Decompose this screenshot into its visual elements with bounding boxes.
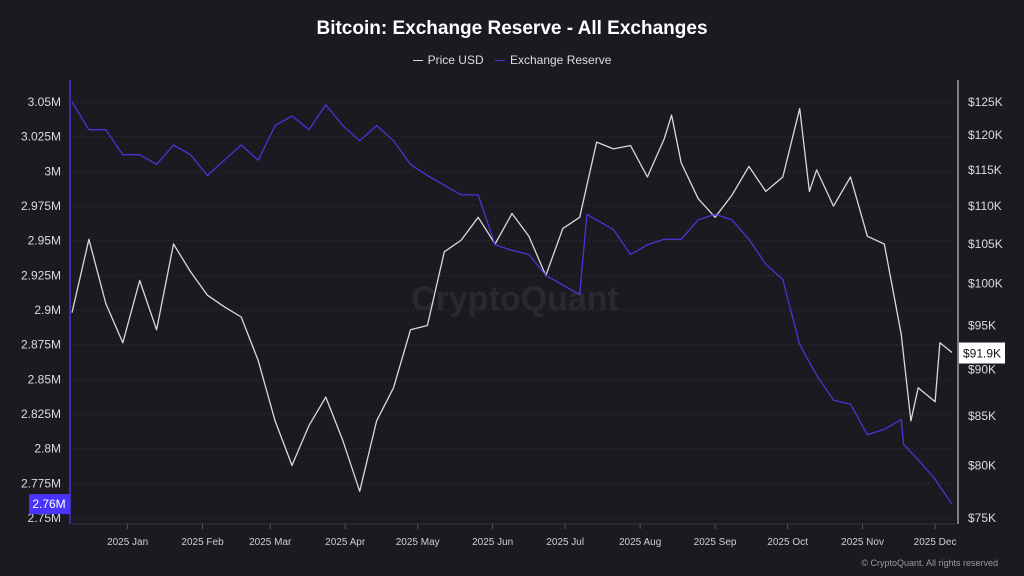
legend-swatch-price — [412, 59, 423, 61]
left-tick-label: 2.9M — [34, 303, 61, 317]
legend: Price USD Exchange Reserve — [0, 50, 1024, 67]
copyright-footer: © CryptoQuant. All rights reserved — [861, 558, 998, 568]
legend-item-price[interactable]: Price USD — [412, 53, 484, 68]
price-last-value-badge — [959, 342, 1005, 364]
left-tick-label: 2.75M — [28, 511, 61, 525]
right-tick-label: $115K — [968, 163, 1002, 177]
reserve-last-value: 2.76M — [32, 497, 65, 511]
right-tick-label: $80K — [968, 458, 996, 472]
legend-item-reserve[interactable]: Exchange Reserve — [494, 53, 612, 68]
x-tick-label: 2025 Dec — [914, 537, 957, 548]
x-tick-label: 2025 Apr — [325, 537, 366, 548]
left-tick-label: 2.95M — [28, 234, 61, 248]
x-tick-label: 2025 Oct — [767, 537, 808, 548]
right-tick-label: $120K — [968, 128, 1003, 142]
legend-label-reserve: Exchange Reserve — [509, 53, 612, 68]
left-tick-label: 2.8M — [34, 442, 61, 456]
right-tick-label: $85K — [968, 409, 996, 423]
x-tick-label: 2025 Feb — [181, 537, 224, 548]
price-last-value: $91.9K — [963, 347, 1001, 361]
x-tick-label: 2025 Jun — [472, 537, 513, 548]
left-tick-label: 3.05M — [28, 95, 61, 109]
watermark: CryptoQuant — [411, 280, 619, 318]
right-tick-label: $90K — [968, 363, 996, 377]
left-tick-label: 3.025M — [21, 130, 61, 144]
right-tick-label: $105K — [968, 237, 1003, 251]
reserve-line — [71, 101, 953, 505]
right-tick-label: $95K — [968, 318, 996, 332]
x-tick-label: 2025 Nov — [841, 537, 884, 548]
reserve-last-value-badge — [29, 494, 70, 515]
left-tick-label: 2.825M — [21, 407, 61, 421]
legend-label-price: Price USD — [427, 53, 484, 68]
right-tick-label: $75K — [968, 511, 996, 525]
legend-swatch-reserve — [494, 59, 505, 61]
left-tick-label: 2.975M — [21, 199, 61, 213]
left-tick-label: 3M — [44, 164, 61, 178]
x-tick-label: 2025 Aug — [619, 537, 661, 548]
x-tick-label: 2025 Jan — [107, 537, 148, 548]
left-tick-label: 2.875M — [21, 338, 61, 352]
left-tick-label: 2.775M — [21, 476, 61, 490]
x-tick-label: 2025 May — [396, 537, 440, 548]
right-tick-label: $100K — [968, 277, 1003, 291]
right-tick-label: $125K — [968, 95, 1003, 109]
right-tick-label: $110K — [968, 199, 1002, 213]
left-tick-label: 2.925M — [21, 268, 61, 282]
x-tick-label: 2025 Mar — [249, 537, 292, 548]
chart-title: Bitcoin: Exchange Reserve - All Exchange… — [316, 18, 708, 39]
left-tick-label: 2.85M — [28, 372, 61, 386]
x-tick-label: 2025 Jul — [546, 537, 584, 548]
x-tick-label: 2025 Sep — [694, 537, 737, 548]
